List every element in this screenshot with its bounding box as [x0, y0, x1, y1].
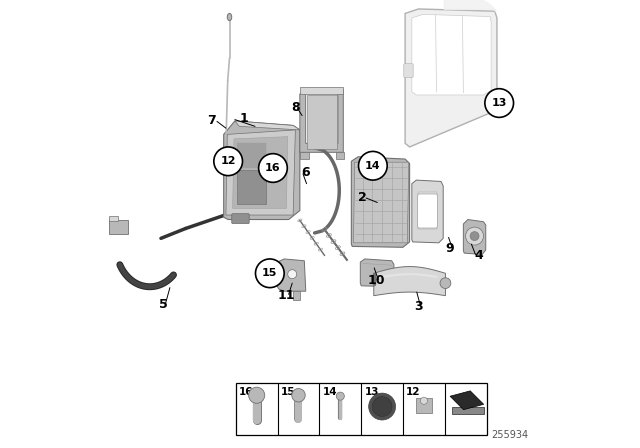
- Text: 14: 14: [323, 387, 337, 396]
- Text: 12: 12: [406, 387, 420, 396]
- Polygon shape: [416, 398, 432, 413]
- Circle shape: [336, 392, 344, 400]
- Text: 6: 6: [301, 166, 310, 179]
- Polygon shape: [351, 157, 410, 247]
- Polygon shape: [353, 162, 409, 243]
- Text: 11: 11: [278, 289, 295, 302]
- Polygon shape: [412, 14, 491, 95]
- Text: 4: 4: [475, 249, 483, 262]
- Circle shape: [214, 147, 243, 176]
- Circle shape: [276, 268, 283, 274]
- Circle shape: [470, 232, 479, 241]
- Polygon shape: [278, 259, 306, 291]
- Text: 10: 10: [367, 273, 385, 287]
- Polygon shape: [300, 152, 309, 159]
- Text: 12: 12: [220, 156, 236, 166]
- Polygon shape: [235, 121, 300, 130]
- Bar: [236, 383, 486, 435]
- Text: 7: 7: [207, 114, 216, 128]
- Ellipse shape: [227, 13, 232, 21]
- Text: 255934: 255934: [491, 430, 529, 440]
- Circle shape: [255, 259, 284, 288]
- Text: 8: 8: [291, 101, 300, 114]
- Text: 14: 14: [365, 161, 381, 171]
- Polygon shape: [233, 137, 288, 208]
- Polygon shape: [418, 192, 437, 229]
- Text: 3: 3: [414, 300, 423, 314]
- Text: 15: 15: [262, 268, 278, 278]
- Polygon shape: [405, 9, 497, 147]
- Polygon shape: [300, 90, 343, 152]
- Polygon shape: [226, 130, 296, 215]
- Polygon shape: [109, 220, 128, 234]
- Polygon shape: [300, 87, 343, 94]
- Circle shape: [466, 227, 484, 245]
- Polygon shape: [336, 152, 344, 159]
- Text: 9: 9: [445, 242, 454, 255]
- Polygon shape: [109, 216, 118, 221]
- Circle shape: [259, 154, 287, 182]
- Circle shape: [372, 397, 392, 417]
- Text: 15: 15: [281, 387, 295, 396]
- Text: 13: 13: [492, 98, 507, 108]
- Polygon shape: [360, 259, 394, 287]
- Circle shape: [440, 278, 451, 289]
- Text: 16: 16: [239, 387, 253, 396]
- Circle shape: [248, 387, 265, 403]
- Circle shape: [369, 393, 396, 420]
- Polygon shape: [463, 220, 486, 254]
- Text: 2: 2: [358, 190, 367, 204]
- FancyBboxPatch shape: [232, 214, 249, 224]
- Text: 5: 5: [159, 298, 168, 311]
- FancyBboxPatch shape: [418, 194, 437, 228]
- Circle shape: [420, 397, 428, 405]
- Polygon shape: [450, 391, 484, 409]
- Polygon shape: [237, 143, 266, 168]
- Text: 1: 1: [239, 112, 248, 125]
- Text: 16: 16: [265, 163, 281, 173]
- Circle shape: [288, 270, 297, 279]
- Polygon shape: [237, 170, 266, 204]
- Circle shape: [292, 388, 305, 402]
- Polygon shape: [452, 407, 484, 414]
- Polygon shape: [412, 180, 443, 243]
- Circle shape: [358, 151, 387, 180]
- Polygon shape: [224, 121, 300, 220]
- Polygon shape: [307, 95, 337, 149]
- Polygon shape: [293, 291, 300, 300]
- FancyBboxPatch shape: [404, 64, 413, 78]
- Polygon shape: [374, 267, 445, 296]
- Text: 13: 13: [364, 387, 379, 396]
- Circle shape: [485, 89, 513, 117]
